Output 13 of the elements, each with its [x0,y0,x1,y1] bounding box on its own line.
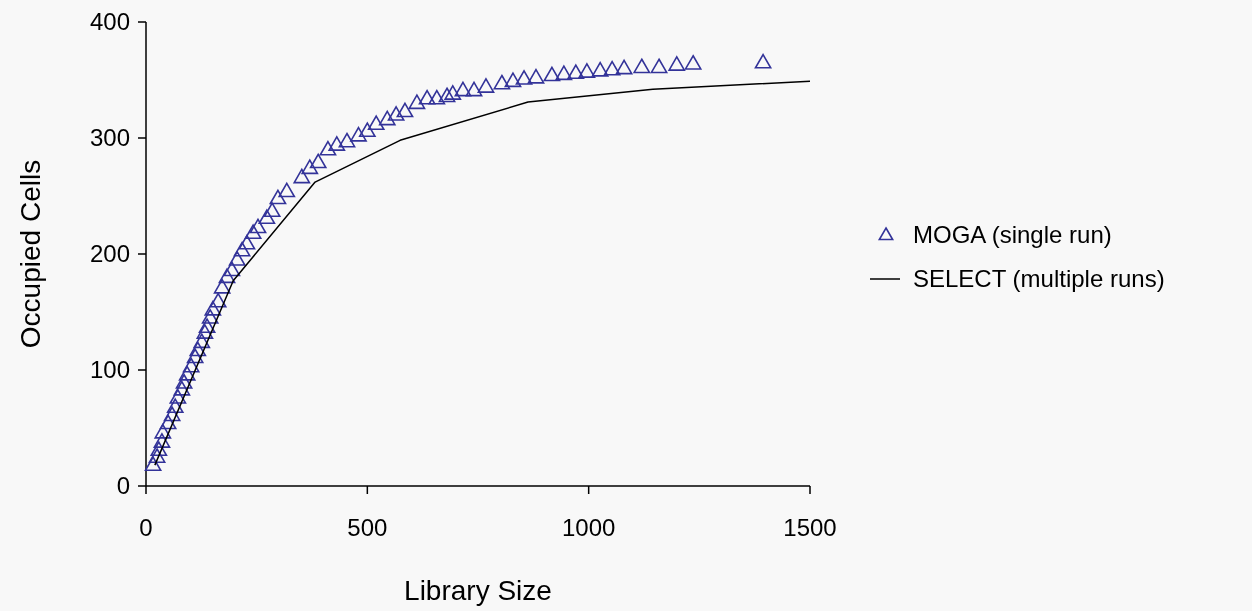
y-tick-label: 400 [89,8,130,36]
y-tick-label: 300 [89,124,130,152]
y-tick-label: 100 [89,356,130,384]
x-axis-title: Library Size [404,575,552,606]
y-tick-label: 200 [89,240,130,268]
x-tick-label: 0 [139,514,153,541]
y-axis-title: Occupied Cells [15,159,46,349]
x-tick-label: 500 [347,514,388,541]
x-tick-label: 1500 [783,514,837,541]
y-tick-label: 0 [116,472,130,500]
legend-label: MOGA (single run) [913,221,1112,249]
x-tick-label: 1000 [561,514,616,541]
legend-label: SELECT (multiple runs) [913,265,1165,293]
